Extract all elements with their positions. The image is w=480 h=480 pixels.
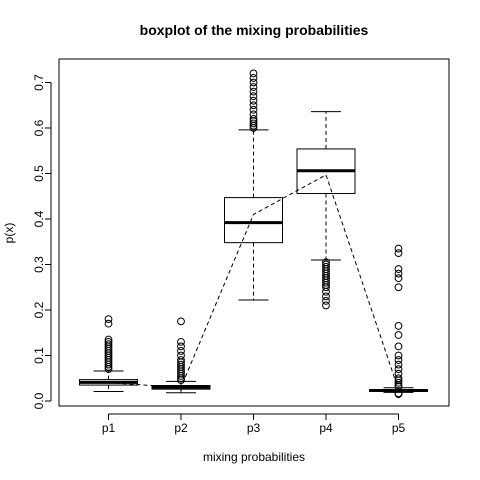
outlier-point — [249, 96, 258, 105]
x-tick-label: p3 — [247, 421, 261, 435]
box-p1 — [79, 315, 138, 392]
outlier-point — [394, 351, 403, 360]
outlier-point — [394, 342, 403, 351]
outlier-point — [394, 265, 403, 273]
mean-line — [108, 174, 399, 390]
outlier-point — [249, 105, 258, 114]
outlier-point — [322, 287, 330, 296]
outlier-point — [104, 340, 113, 349]
outlier-point — [249, 110, 258, 119]
y-tick-label: 0.1 — [32, 347, 46, 364]
x-tick-label: p5 — [392, 421, 406, 435]
outlier-point — [104, 337, 113, 346]
x-axis: p1 p2 p3 p4 p5 — [102, 413, 406, 435]
outlier-point — [249, 87, 258, 96]
y-tick-label: 0.7 — [32, 74, 46, 91]
outlier-point — [249, 78, 258, 87]
outlier-point — [394, 374, 403, 383]
outlier-point — [177, 360, 185, 369]
boxes — [79, 69, 428, 399]
outlier-point — [394, 369, 403, 378]
outlier-point — [249, 101, 258, 110]
outlier-point — [104, 335, 113, 344]
x-tick-label: p1 — [102, 421, 116, 435]
outlier-point — [249, 119, 258, 128]
outlier-point — [322, 301, 330, 310]
y-axis: 0.0 0.1 0.2 0.3 0.4 0.5 0.6 0.7 — [32, 74, 52, 409]
y-tick-label: 0.4 — [32, 210, 46, 227]
outlier-point — [177, 317, 185, 326]
outlier-point — [249, 69, 258, 78]
outlier-point — [394, 249, 403, 258]
x-tick-label: p4 — [319, 421, 333, 435]
outlier-point — [394, 365, 403, 374]
outlier-point — [322, 278, 330, 287]
outlier-point — [249, 83, 258, 91]
mean-line-group — [108, 174, 399, 390]
outlier-point — [394, 274, 403, 283]
iqr-box — [224, 197, 283, 244]
outlier-point — [394, 331, 403, 339]
outlier-point — [394, 360, 403, 369]
outlier-point — [249, 74, 258, 82]
outlier-point — [104, 315, 113, 324]
outlier-point — [249, 92, 258, 101]
box-p3 — [224, 69, 283, 301]
y-tick-label: 0.6 — [32, 119, 46, 136]
outlier-point — [394, 356, 403, 364]
x-axis-label: mixing probabilities — [203, 450, 305, 464]
outlier-point — [322, 292, 330, 301]
y-tick-label: 0.5 — [32, 165, 46, 182]
y-tick-label: 0.2 — [32, 301, 46, 318]
outlier-point — [177, 351, 185, 360]
outlier-point — [394, 378, 403, 387]
outlier-point — [394, 322, 403, 330]
outlier-point — [394, 283, 403, 292]
box-p4 — [296, 111, 356, 310]
box-p5 — [369, 244, 428, 399]
outlier-point — [249, 115, 258, 123]
outlier-point — [322, 283, 330, 292]
y-tick-label: 0.0 — [32, 392, 46, 409]
y-axis-label: p(x) — [2, 223, 16, 244]
outlier-point — [394, 244, 403, 253]
outlier-point — [394, 269, 403, 278]
outlier-point — [177, 356, 185, 364]
y-tick-label: 0.3 — [32, 256, 46, 273]
outlier-point — [104, 319, 113, 328]
outlier-point — [177, 342, 185, 351]
x-tick-label: p2 — [174, 421, 188, 435]
outlier-point — [177, 347, 185, 355]
plot-frame — [58, 58, 450, 407]
box-p2 — [151, 317, 211, 394]
outlier-point — [322, 297, 330, 305]
outlier-point — [177, 337, 185, 346]
chart-title: boxplot of the mixing probabilities — [140, 22, 369, 38]
